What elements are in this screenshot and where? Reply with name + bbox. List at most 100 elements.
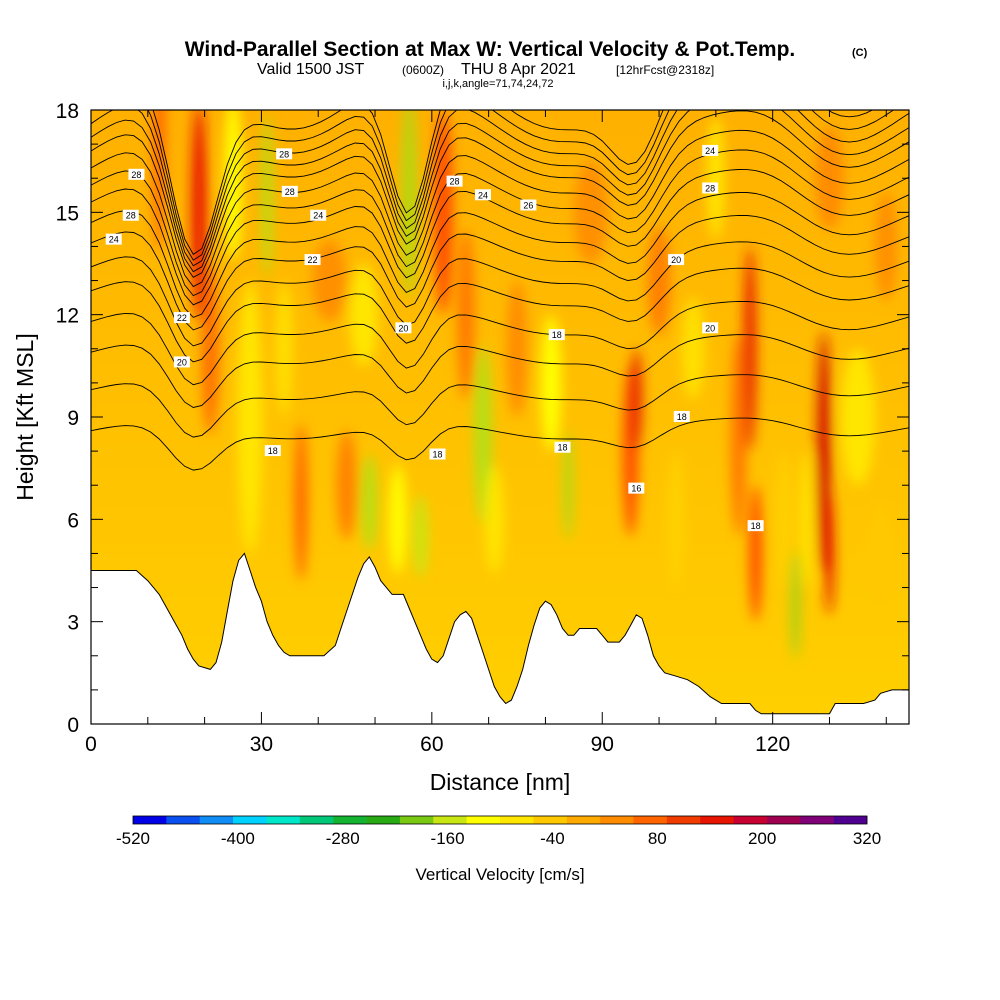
colorbar-swatch <box>800 816 834 824</box>
terrain <box>91 552 909 724</box>
colorbar-tick-label: -40 <box>540 829 565 848</box>
colorbar-swatch <box>666 816 701 824</box>
colorbar <box>132 815 868 825</box>
colorbar-swatch <box>733 816 768 824</box>
valid-line: Valid 1500 JST (0600Z) THU 8 Apr 2021 [1… <box>257 61 714 78</box>
svg-text:20: 20 <box>177 357 187 367</box>
isentrope-line <box>91 417 909 471</box>
contour-label: 18 <box>429 448 446 460</box>
velocity-cell <box>413 495 428 578</box>
svg-text:28: 28 <box>131 170 141 180</box>
svg-text:18: 18 <box>433 450 443 460</box>
svg-text:24: 24 <box>478 190 488 200</box>
colorbar-tick-label: -400 <box>221 829 255 848</box>
velocity-cell <box>294 423 308 581</box>
velocity-cell <box>668 451 685 588</box>
colorbar-swatch <box>266 816 301 824</box>
svg-text:18: 18 <box>552 330 562 340</box>
isentrope-line <box>91 300 909 386</box>
isentrope-line <box>91 267 909 363</box>
forecast-label: [12hrFcst@2318z] <box>616 63 714 77</box>
isentrope-line <box>91 192 909 318</box>
velocity-cell <box>874 191 898 302</box>
x-tick-label: 60 <box>420 733 443 756</box>
contour-label: 28 <box>128 168 145 180</box>
svg-text:16: 16 <box>631 484 641 494</box>
velocity-cell <box>275 280 293 417</box>
velocity-cell <box>777 451 791 588</box>
y-tick-label: 3 <box>67 612 79 635</box>
chart-title-corner: (C) <box>852 47 868 59</box>
contour-label: 20 <box>702 322 719 334</box>
isentrope-line <box>91 374 909 438</box>
colorbar-swatch <box>433 816 467 824</box>
contour-label: 26 <box>520 199 537 211</box>
velocity-cell <box>237 280 263 554</box>
svg-text:22: 22 <box>308 255 318 265</box>
x-axis-label: Distance [nm] <box>430 769 571 795</box>
isentrope-line <box>91 149 909 297</box>
contour-label: 18 <box>673 411 690 422</box>
colorbar-tick-label: -520 <box>116 829 150 848</box>
velocity-cell <box>349 263 378 366</box>
velocity-cell <box>261 113 273 278</box>
valid-prefix: Valid 1500 JST <box>257 61 365 78</box>
velocity-cell <box>474 345 492 523</box>
svg-text:22: 22 <box>177 313 187 323</box>
colorbar-swatch <box>633 816 668 824</box>
contour-label: 28 <box>276 148 293 160</box>
contour-label: 16 <box>628 482 645 494</box>
svg-text:28: 28 <box>279 149 289 159</box>
velocity-cell <box>824 492 835 615</box>
velocity-cell <box>630 348 643 452</box>
x-tick-label: 90 <box>591 733 614 756</box>
contour-label: 28 <box>122 209 139 221</box>
isentrope-line <box>91 110 909 273</box>
x-tick-labels: 0 30 60 90 120 <box>85 733 790 756</box>
velocity-cell <box>749 485 762 622</box>
contour-label: 18 <box>548 329 565 341</box>
svg-text:26: 26 <box>523 201 533 211</box>
y-tick-label: 9 <box>67 407 79 430</box>
velocity-cell <box>223 110 243 261</box>
y-tick-label: 18 <box>56 100 79 123</box>
velocity-cell <box>506 280 528 417</box>
isentrope-line <box>91 214 909 331</box>
colorbar-tick-label: 200 <box>748 829 776 848</box>
contour-label: 20 <box>668 254 685 265</box>
x-tick-label: 0 <box>85 733 97 756</box>
svg-text:24: 24 <box>313 211 323 221</box>
velocity-cell <box>485 464 504 574</box>
y-tick-label: 15 <box>56 202 79 225</box>
y-tick-label: 12 <box>56 305 79 328</box>
colorbar-swatch <box>466 816 501 824</box>
params-label: i,j,k,angle=71,74,24,72 <box>442 78 553 90</box>
isentrope-line <box>91 110 909 267</box>
colorbar-swatch <box>366 816 401 824</box>
x-tick-label: 30 <box>250 733 273 756</box>
isentrope-line <box>152 110 874 255</box>
svg-text:18: 18 <box>268 446 278 456</box>
contour-label: 18 <box>554 441 571 453</box>
colorbar-tick-label: 320 <box>853 829 881 848</box>
velocity-cell <box>528 120 563 203</box>
y-tick-label: 6 <box>67 509 79 532</box>
velocity-cell <box>730 331 747 537</box>
colorbar-swatch <box>833 816 868 824</box>
colorbar-title: Vertical Velocity [cm/s] <box>415 865 584 884</box>
contour-labels: 28 28 24 28 28 24 22 22 20 28 24 20 18 18 26 24 28 20 18 18… <box>105 144 764 532</box>
svg-text:18: 18 <box>557 443 567 453</box>
velocity-cell <box>647 225 671 336</box>
velocity-cell <box>402 110 416 298</box>
y-tick-labels: 0 3 6 9 12 15 18 <box>56 100 79 737</box>
plot-area <box>91 110 909 724</box>
colorbar-tick-label: -160 <box>431 829 465 848</box>
velocity-cell <box>191 110 207 322</box>
contour-label: 24 <box>310 209 327 221</box>
contour-label: 18 <box>264 445 281 457</box>
colorbar-swatch <box>566 816 601 824</box>
velocity-cell <box>361 454 377 551</box>
velocity-cell <box>540 314 562 452</box>
contour-label: 20 <box>395 322 412 334</box>
